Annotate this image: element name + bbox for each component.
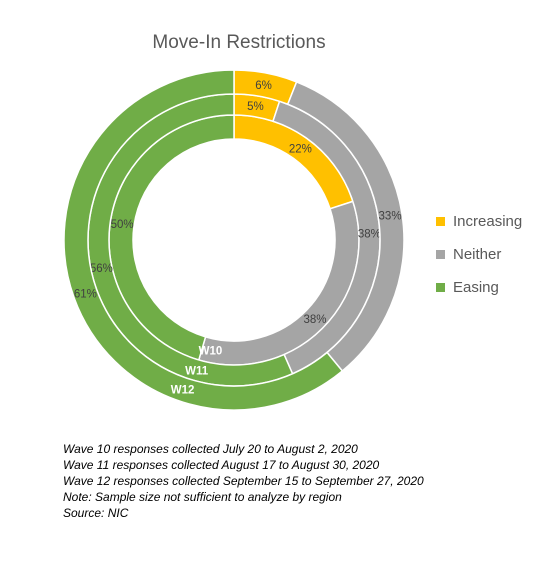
data-label-w12-increasing: 6% (255, 80, 272, 92)
data-label-w10-neither: 38% (304, 314, 327, 326)
ring-label-w11: W11 (185, 365, 209, 377)
data-label-w11-neither: 38% (358, 229, 381, 241)
data-label-w11-easing: 56% (90, 263, 113, 275)
data-label-w10-increasing: 22% (289, 144, 312, 156)
data-label-w11-increasing: 5% (247, 101, 264, 113)
legend-swatch-increasing (436, 217, 445, 226)
data-label-w10-easing: 50% (111, 219, 134, 231)
legend-item-easing: Easing (436, 271, 522, 304)
footnote-source: Source: NIC (63, 506, 129, 520)
chart-title: Move-In Restrictions (152, 32, 326, 53)
legend-label-increasing: Increasing (453, 213, 523, 230)
legend-item-increasing: Increasing (436, 205, 522, 238)
legend-swatch-neither (436, 250, 445, 259)
data-label-w12-neither: 33% (379, 210, 402, 222)
legend-item-neither: Neither (436, 238, 522, 271)
ring-label-w12: W12 (171, 384, 195, 396)
footnote-wave-11: Wave 11 responses collected August 17 to… (63, 458, 380, 472)
legend: Increasing Neither Easing (436, 205, 522, 304)
legend-swatch-easing (436, 283, 445, 292)
data-label-w12-easing: 61% (74, 289, 97, 301)
footnotes: Wave 10 responses collected July 20 to A… (63, 441, 424, 521)
legend-label-easing: Easing (453, 279, 499, 296)
footnote-sample-size: Note: Sample size not sufficient to anal… (63, 490, 342, 504)
ring-label-w10: W10 (199, 346, 223, 358)
footnote-wave-10: Wave 10 responses collected July 20 to A… (63, 442, 358, 456)
footnote-wave-12: Wave 12 responses collected September 15… (63, 474, 424, 488)
slice-w12-easing (63, 69, 344, 411)
legend-label-neither: Neither (453, 246, 502, 263)
